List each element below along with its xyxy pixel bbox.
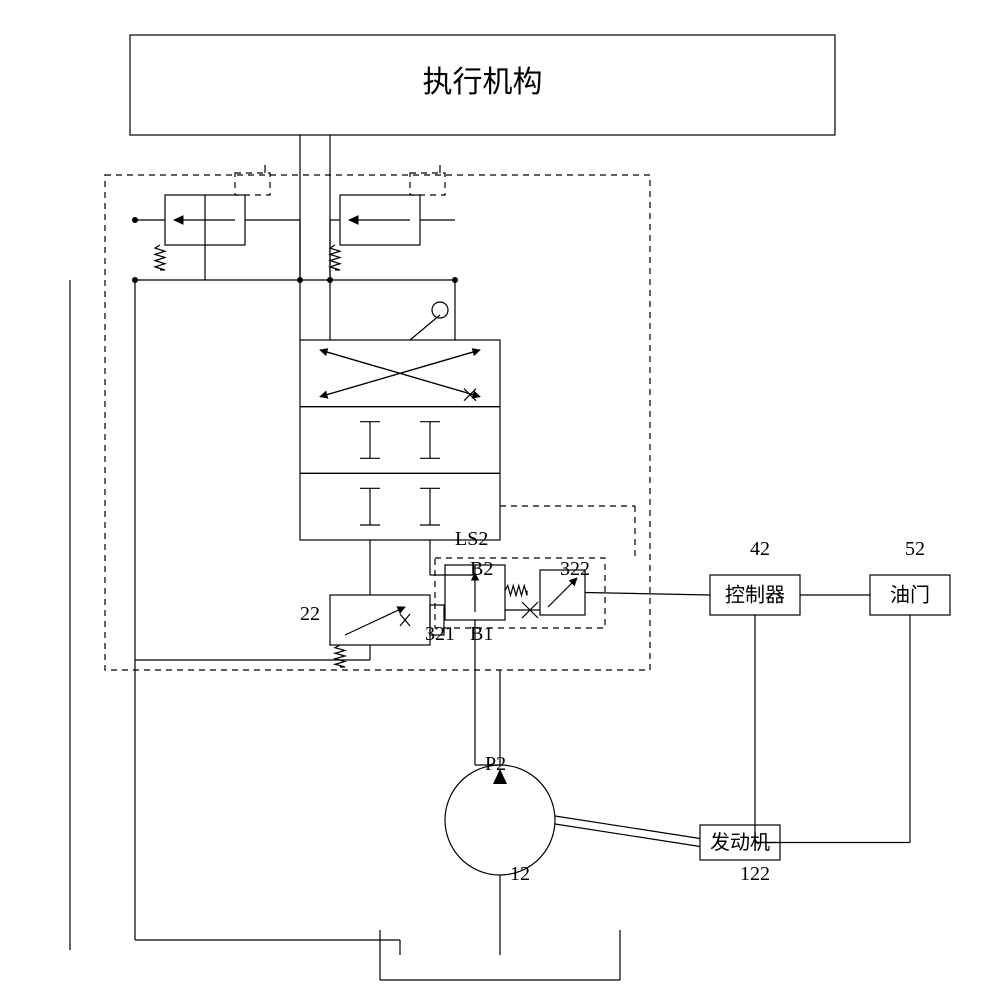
pump	[445, 765, 700, 875]
relief-valve-left	[155, 165, 270, 270]
relief-valve-right	[330, 165, 445, 270]
throttle-label: 油门	[890, 584, 930, 607]
label-n322: 322	[560, 558, 590, 580]
lines	[70, 135, 910, 955]
label-B2: B2	[470, 558, 493, 580]
label-n321: 321	[425, 623, 455, 645]
label-n122: 122	[740, 863, 770, 885]
label-B1: B1	[470, 623, 493, 645]
dashed-outer	[105, 175, 650, 670]
label-n52: 52	[905, 538, 925, 560]
label-n12: 12	[510, 863, 530, 885]
labels: LS2 B2 B1 P2 22 321 322 42 52 122 12	[300, 528, 925, 885]
label-P2: P2	[485, 753, 506, 775]
controller-label: 控制器	[725, 584, 785, 607]
actuator-label: 执行机构	[423, 66, 543, 99]
label-n22: 22	[300, 603, 320, 625]
label-LS2: LS2	[455, 528, 488, 550]
label-n42: 42	[750, 538, 770, 560]
diagram-canvas: 执行机构 控制器 油门 发动机 LS2B2B1P2223213224252122…	[0, 0, 994, 1000]
